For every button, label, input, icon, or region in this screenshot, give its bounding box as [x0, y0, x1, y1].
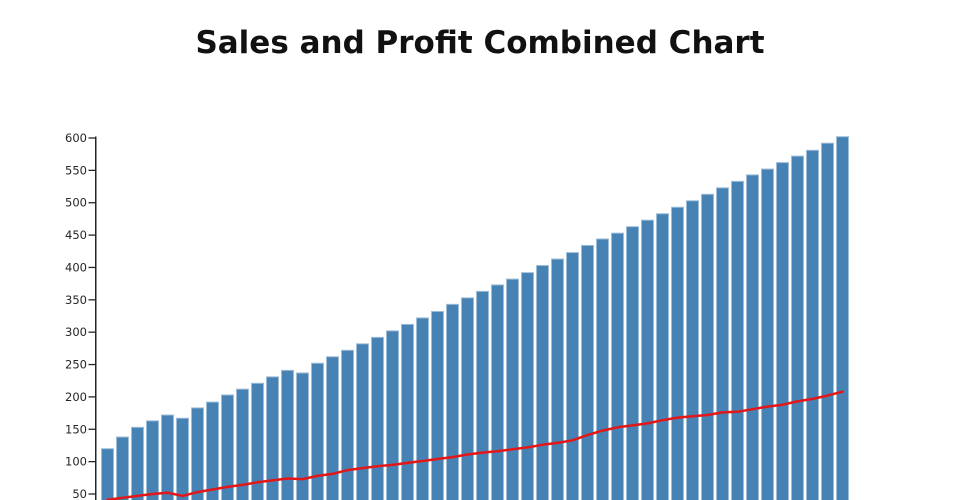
sales-bar [746, 174, 759, 500]
y-tick-label: 500 [65, 196, 87, 210]
sales-bar [221, 394, 234, 500]
sales-bar [341, 349, 354, 500]
sales-bar [206, 401, 219, 500]
sales-bar [146, 420, 159, 500]
sales-bar [716, 187, 729, 500]
y-tick-label: 150 [65, 422, 87, 436]
y-tick-label: 50 [72, 487, 87, 500]
sales-bar [371, 336, 384, 500]
sales-bar [806, 149, 819, 500]
sales-bar [506, 278, 519, 500]
sales-bar [386, 330, 399, 500]
y-tick-label: 100 [65, 455, 87, 469]
sales-bar [491, 284, 504, 500]
sales-bar [101, 448, 114, 500]
y-tick-label: 600 [65, 131, 87, 145]
sales-bar [551, 258, 564, 500]
profit-line [106, 390, 844, 500]
sales-bar [176, 417, 189, 500]
sales-bar [131, 426, 144, 500]
sales-bar [641, 219, 654, 500]
chart-title: Sales and Profit Combined Chart [195, 25, 765, 61]
sales-bar [626, 226, 639, 500]
sales-bar [776, 162, 789, 500]
sales-bar [836, 136, 849, 500]
y-tick-label: 550 [65, 163, 87, 177]
sales-bar [431, 310, 444, 500]
sales-bar [356, 343, 369, 500]
sales-bar [266, 376, 279, 500]
sales-bar [611, 232, 624, 500]
y-tick-label: 350 [65, 293, 87, 307]
sales-bar [116, 436, 129, 500]
sales-bar [701, 193, 714, 500]
sales-bar [401, 323, 414, 500]
y-tick-label: 200 [65, 390, 87, 404]
sales-bar [236, 388, 249, 500]
sales-bar [656, 213, 669, 500]
sales-bar [161, 414, 174, 500]
sales-bar [671, 206, 684, 500]
sales-bar [191, 407, 204, 500]
sales-bar [596, 238, 609, 500]
sales-bar [791, 155, 804, 500]
y-tick-label: 250 [65, 358, 87, 372]
sales-bar [296, 372, 309, 500]
sales-bar [536, 265, 549, 500]
sales-bar [476, 290, 489, 500]
y-tick-label: 400 [65, 260, 87, 274]
sales-bar [686, 200, 699, 500]
y-tick-label: 300 [65, 325, 87, 339]
sales-bar [251, 382, 264, 500]
sales-bar [566, 252, 579, 500]
sales-bar [731, 180, 744, 500]
sales-bar [326, 356, 339, 500]
sales-bar [521, 272, 534, 500]
sales-bar [461, 297, 474, 500]
sales-bar [581, 244, 594, 500]
sales-bar [416, 317, 429, 500]
y-tick-label: 450 [65, 228, 87, 242]
sales-bar [311, 362, 324, 500]
sales-bar [446, 303, 459, 500]
sales-bar [281, 369, 294, 500]
sales-bar [821, 142, 834, 500]
sales-bar [761, 168, 774, 500]
